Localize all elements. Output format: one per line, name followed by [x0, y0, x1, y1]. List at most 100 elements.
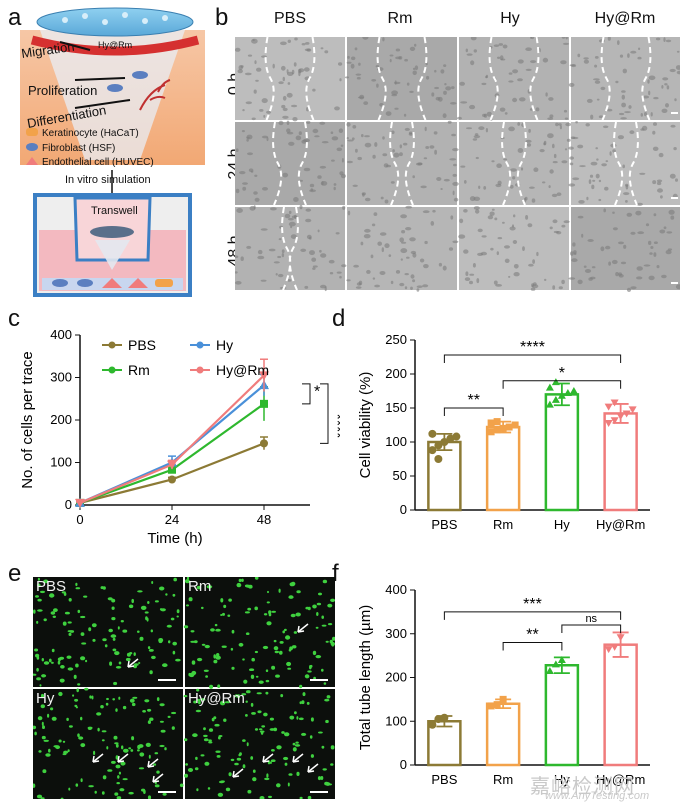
cell-texture: [628, 105, 632, 109]
cell-texture: [552, 285, 556, 290]
cell-texture: [591, 184, 595, 190]
cell-texture: [619, 54, 624, 58]
cell-dot: [120, 620, 124, 623]
cell-dot: [150, 629, 153, 633]
cell-texture: [605, 160, 609, 163]
cell-texture: [333, 186, 336, 191]
cell-dot: [270, 759, 276, 762]
cell-dot: [80, 716, 83, 721]
cell-texture: [604, 186, 609, 191]
cell-dot: [115, 764, 121, 769]
cell-texture: [406, 82, 410, 86]
cell-texture: [531, 284, 539, 289]
cell-texture: [376, 83, 379, 88]
cell-dot: [191, 660, 196, 665]
cell-texture: [464, 180, 467, 184]
cell-texture: [565, 37, 568, 40]
cell-dot: [258, 680, 264, 684]
cell-texture: [394, 80, 397, 85]
cell-dot: [310, 754, 314, 758]
cell-texture: [389, 58, 392, 63]
cell-texture: [416, 288, 420, 292]
data-point: [569, 387, 578, 394]
cell-texture: [268, 248, 276, 252]
cell-texture: [356, 76, 361, 80]
cell-texture: [375, 65, 380, 68]
cell-dot: [285, 635, 291, 640]
cell-texture: [460, 165, 466, 168]
cell-texture: [536, 251, 539, 257]
arrow-head-icon: [152, 775, 160, 783]
cell-texture: [444, 83, 447, 86]
cell-dot: [68, 632, 72, 636]
cell-texture: [449, 158, 457, 161]
cell-dot: [230, 647, 234, 651]
cell-texture: [438, 262, 442, 267]
cell-texture: [320, 284, 327, 289]
legend-label: Rm: [128, 362, 150, 378]
sig-bracket: [443, 611, 622, 620]
cell-texture: [287, 82, 291, 85]
cell-dot: [77, 733, 80, 738]
legend-label: Hy: [216, 337, 233, 353]
cell-texture: [587, 239, 594, 242]
data-point: [551, 395, 560, 403]
cell-texture: [336, 271, 342, 274]
cell-texture: [491, 208, 495, 211]
cell-texture: [600, 246, 605, 252]
cell-texture: [235, 271, 238, 274]
cell-dot: [59, 678, 65, 683]
cell-texture: [640, 113, 643, 117]
cell-texture: [473, 49, 477, 53]
cell-texture: [436, 177, 442, 181]
cell-texture: [405, 205, 413, 209]
legend-label: PBS: [128, 337, 156, 353]
cell-texture: [434, 149, 437, 155]
cell-dot: [107, 769, 113, 772]
panel-label-e: e: [8, 560, 22, 587]
col-pbs: PBS: [273, 10, 306, 27]
cell-dot: [317, 776, 322, 781]
sig-bracket: [561, 624, 622, 633]
cell-texture: [665, 249, 672, 255]
cell-dot: [266, 621, 272, 626]
cell-dot: [115, 743, 119, 748]
cell-dot: [275, 674, 280, 678]
col-rm: Rm: [387, 10, 413, 27]
cell-dot: [139, 752, 145, 757]
cell-dot: [228, 772, 232, 777]
y-axis-label: Cell viability (%): [357, 372, 374, 479]
cell-dot: [48, 748, 51, 753]
cell-texture: [379, 232, 387, 236]
cell-dot: [145, 616, 148, 621]
micrograph-tile: [347, 37, 457, 120]
cell-texture: [282, 107, 288, 112]
cell-texture: [304, 48, 311, 52]
cell-texture: [314, 135, 320, 138]
cell-texture: [622, 164, 625, 169]
scale-bar: [671, 282, 678, 284]
x-tick-label: Hy@Rm: [596, 772, 645, 787]
cell-dot: [315, 655, 322, 659]
scratch-edge-left: [600, 37, 611, 121]
legend-keratinocyte: Keratinocyte (HaCaT): [42, 128, 139, 139]
x-tick-label: Rm: [493, 517, 513, 532]
cell-dot: [37, 716, 43, 721]
cell-dot: [149, 670, 153, 675]
cell-texture: [485, 128, 488, 133]
cell-texture: [373, 212, 378, 217]
cell-texture: [371, 223, 376, 227]
cell-texture: [443, 178, 450, 182]
cell-texture: [340, 174, 346, 179]
cell-texture: [331, 136, 339, 141]
cell-dot: [107, 597, 113, 601]
micrograph-tile: [459, 37, 569, 120]
scratch-edge-left: [264, 37, 275, 121]
cell-dot: [280, 694, 284, 698]
cell-texture: [607, 37, 611, 41]
cell-dot: [191, 670, 197, 676]
cell-dot: [171, 726, 175, 730]
cell-texture: [346, 61, 352, 64]
cell-texture: [630, 231, 636, 235]
cell-texture: [556, 231, 562, 235]
